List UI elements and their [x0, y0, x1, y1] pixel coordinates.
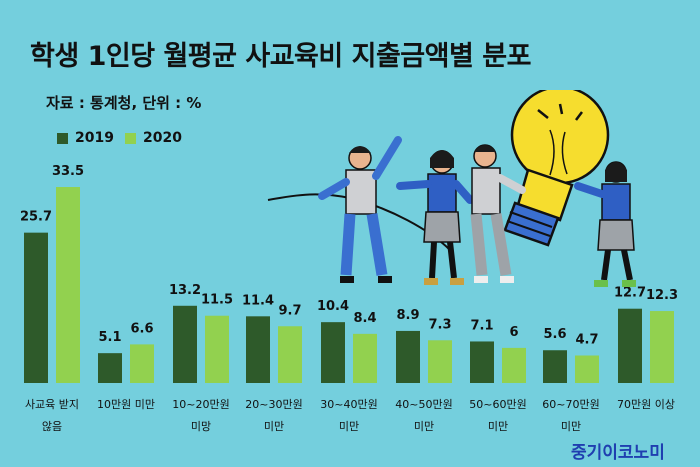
bar-2019-2 [173, 305, 197, 383]
category-label-0-0: 사교육 받지 [25, 398, 79, 411]
bar-2019-7 [543, 350, 567, 383]
data-label-2020-7: 4.7 [575, 333, 598, 348]
data-label-2019-8: 12.7 [614, 286, 646, 301]
data-label-2020-8: 12.3 [646, 288, 678, 303]
bar-2020-2 [205, 315, 229, 383]
data-label-2020-1: 6.6 [130, 321, 153, 336]
legend-swatch-2019 [57, 132, 68, 144]
category-label-3-1: 미만 [264, 420, 284, 433]
bar-2020-7 [575, 355, 599, 383]
student-figure-3 [470, 144, 526, 283]
student-figure-1 [318, 136, 402, 283]
legend-swatch-2020 [125, 132, 136, 144]
students-carrying-lightbulb-illustration [267, 90, 636, 287]
data-label-2019-4: 10.4 [317, 299, 349, 314]
data-label-2020-6: 6 [509, 325, 518, 340]
category-label-4-0: 30~40만원 [320, 398, 377, 411]
bar-2019-5 [396, 330, 420, 383]
bar-2019-0 [24, 232, 48, 383]
bar-2019-3 [246, 316, 270, 383]
category-label-5-0: 40~50만원 [395, 398, 452, 411]
category-label-2-0: 10~20만원 [172, 398, 229, 411]
legend-label-2020: 2020 [143, 130, 182, 146]
data-label-2019-2: 13.2 [169, 283, 201, 298]
brand-logo: 중기이코노미 [571, 443, 665, 463]
category-label-4-1: 미만 [339, 420, 359, 433]
category-label-8-0: 70만원 이상 [617, 398, 675, 411]
student-figure-4 [574, 161, 636, 287]
legend-item-2020: 2020 [125, 130, 182, 146]
category-label-7-1: 미만 [561, 420, 581, 433]
bar-2019-4 [321, 322, 345, 383]
bar-2020-3 [278, 326, 302, 383]
bar-2020-8 [650, 311, 674, 383]
bar-2019-6 [470, 341, 494, 383]
bar-2020-1 [130, 344, 154, 383]
category-label-6-0: 50~60만원 [469, 398, 526, 411]
legend-label-2019: 2019 [75, 130, 114, 146]
category-label-7-0: 60~70만원 [542, 398, 599, 411]
category-label-6-1: 미만 [488, 420, 508, 433]
source-note: 자료 : 통계청, 단위 : % [46, 94, 202, 112]
chart-title: 학생 1인당 월평균 사교육비 지출금액별 분포 [30, 41, 531, 72]
legend-item-2019: 2019 [57, 130, 114, 146]
data-label-2019-7: 5.6 [543, 327, 566, 342]
bar-2020-0 [56, 187, 80, 383]
category-label-2-1: 미망 [191, 420, 211, 433]
bar-2019-1 [98, 353, 122, 383]
bar-2020-4 [353, 333, 377, 383]
bar-2020-5 [428, 340, 452, 383]
category-label-1-0: 10만원 미만 [97, 398, 155, 411]
bar-2020-6 [502, 347, 526, 383]
data-label-2020-5: 7.3 [428, 317, 451, 332]
data-label-2019-3: 11.4 [242, 293, 274, 308]
data-label-2019-1: 5.1 [98, 330, 121, 345]
category-label-5-1: 미만 [414, 420, 434, 433]
data-label-2020-0: 33.5 [52, 164, 84, 179]
data-label-2020-4: 8.4 [353, 311, 376, 326]
data-label-2019-6: 7.1 [470, 318, 493, 333]
lightbulb-icon [503, 90, 610, 247]
data-label-2019-0: 25.7 [20, 210, 52, 225]
data-label-2019-5: 8.9 [396, 308, 419, 323]
data-label-2020-2: 11.5 [201, 293, 233, 308]
data-label-2020-3: 9.7 [278, 303, 301, 318]
bar-2019-8 [618, 308, 642, 383]
category-label-0-1: 않음 [42, 420, 62, 433]
student-figure-2 [396, 150, 474, 285]
category-label-3-0: 20~30만원 [245, 398, 302, 411]
